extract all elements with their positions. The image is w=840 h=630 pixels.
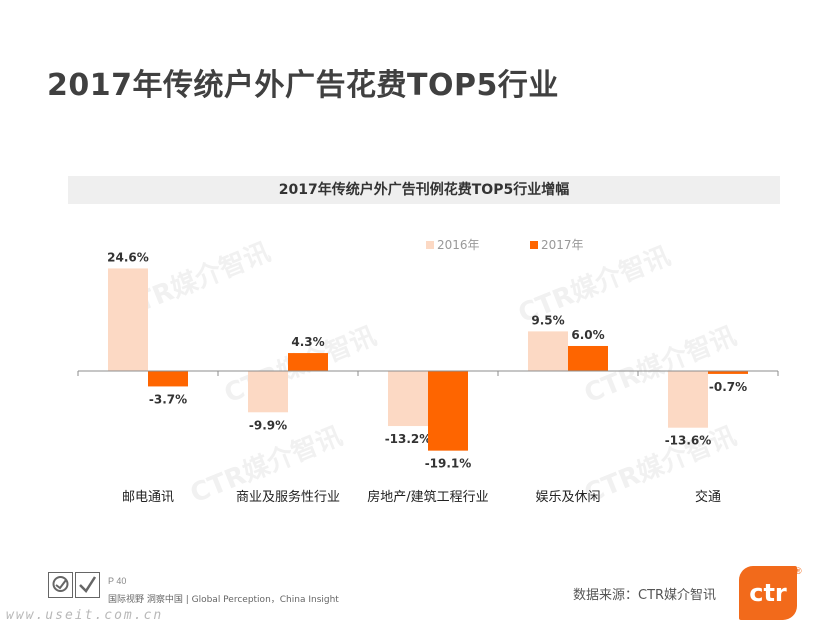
legend-swatch	[426, 241, 434, 249]
data-label: -13.6%	[665, 434, 712, 448]
data-source: 数据来源：CTR媒介智讯	[573, 588, 717, 603]
data-label: 24.6%	[107, 250, 149, 264]
bar	[708, 371, 748, 374]
category-label: 邮电通讯	[122, 490, 174, 505]
data-label: 9.5%	[531, 313, 564, 327]
data-label: 6.0%	[571, 328, 604, 342]
legend-swatch	[530, 241, 538, 249]
bar	[108, 268, 148, 371]
page-number: P 40	[108, 576, 127, 586]
bar	[148, 371, 188, 387]
category-label: 商业及服务性行业	[236, 489, 340, 505]
bar	[288, 353, 328, 371]
data-label: -9.9%	[249, 418, 287, 432]
data-label: -3.7%	[149, 392, 187, 406]
data-label: 4.3%	[291, 335, 324, 349]
data-label: -13.2%	[385, 432, 432, 446]
registered-mark: ®	[795, 566, 802, 576]
data-label: -19.1%	[425, 457, 472, 471]
category-label: 房地产/建筑工程行业	[367, 489, 488, 505]
certification-logos-icon	[48, 572, 100, 598]
bar	[528, 331, 568, 371]
footer-url: www.useit.com.cn	[6, 608, 164, 623]
bar	[568, 345, 608, 371]
chart-title-bar: 2017年传统户外广告刊例花费TOP5行业增幅	[68, 176, 780, 204]
footer-slogan: 国际视野 洞察中国 | Global Perception，China Insi…	[108, 595, 339, 605]
data-label: -0.7%	[709, 380, 747, 394]
category-label: 娱乐及休闲	[535, 490, 600, 505]
category-label: 交通	[695, 489, 721, 505]
legend-label: 2016年	[437, 238, 480, 252]
ctr-logo: ctr	[739, 566, 797, 620]
bar	[668, 371, 708, 428]
bar	[428, 371, 468, 451]
bar	[388, 371, 428, 427]
bar	[248, 371, 288, 413]
page-title: 2017年传统户外广告花费TOP5行业	[47, 68, 559, 103]
chart-title: 2017年传统户外广告刊例花费TOP5行业增幅	[278, 182, 570, 198]
legend-label: 2017年	[541, 238, 584, 252]
